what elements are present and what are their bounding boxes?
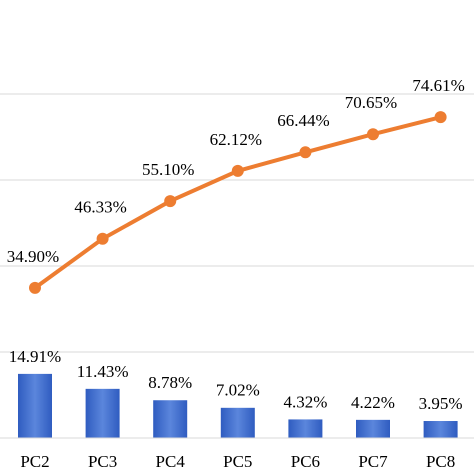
x-tick-label: PC7	[358, 452, 388, 471]
line-value-label: 74.61%	[412, 76, 464, 95]
x-tick-label: PC2	[20, 452, 49, 471]
line-point	[367, 128, 379, 141]
bar-value-label: 14.91%	[9, 347, 61, 366]
line-value-label: 55.10%	[142, 160, 194, 179]
x-tick-label: PC6	[291, 452, 320, 471]
line-value-label: 66.44%	[277, 111, 329, 130]
line-value-label: 34.90%	[7, 247, 59, 266]
bar	[288, 419, 323, 438]
bar-value-label: 8.78%	[148, 373, 192, 392]
bar	[220, 407, 255, 438]
bar	[153, 400, 188, 438]
bar	[356, 419, 390, 438]
line-point	[231, 164, 244, 177]
line-point	[164, 195, 177, 208]
bar-value-label: 4.32%	[283, 392, 327, 411]
bar-value-label: 7.02%	[216, 381, 260, 400]
x-tick-label: PC8	[426, 452, 455, 471]
bar	[18, 373, 52, 438]
line-point	[29, 281, 41, 294]
bar	[423, 421, 458, 438]
bar	[85, 388, 120, 438]
line-value-label: 62.12%	[210, 130, 262, 149]
line-point	[299, 146, 312, 159]
bar-value-label: 4.22%	[351, 393, 395, 412]
line-point	[96, 232, 109, 245]
x-tick-label: PC4	[156, 452, 186, 471]
line-value-label: 70.65%	[345, 93, 397, 112]
line-value-label: 46.33%	[74, 198, 126, 217]
line-point	[434, 111, 447, 124]
x-tick-label: PC3	[88, 452, 117, 471]
x-tick-label: PC5	[223, 452, 252, 471]
bar-value-label: 11.43%	[77, 362, 129, 381]
bar-value-label: 3.95%	[419, 394, 463, 413]
